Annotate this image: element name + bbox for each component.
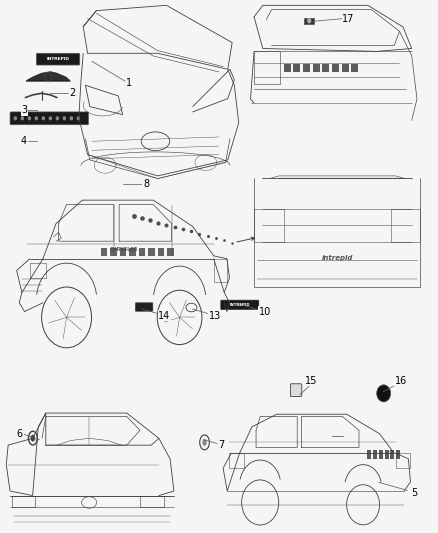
Bar: [303, 64, 310, 72]
Bar: [129, 248, 136, 256]
Text: 15: 15: [305, 376, 317, 386]
Bar: [293, 64, 300, 72]
Bar: [351, 64, 358, 72]
FancyBboxPatch shape: [10, 112, 88, 125]
Circle shape: [28, 116, 31, 120]
Bar: [167, 248, 173, 256]
Circle shape: [21, 116, 24, 120]
Bar: [304, 18, 314, 24]
Text: 10: 10: [259, 307, 271, 317]
Circle shape: [377, 385, 391, 402]
Text: 16: 16: [395, 376, 407, 386]
FancyBboxPatch shape: [290, 384, 302, 397]
Text: 17: 17: [342, 14, 354, 23]
Text: 3: 3: [21, 106, 27, 115]
Bar: [385, 450, 389, 459]
Bar: [158, 248, 164, 256]
Text: CHRYSLER: CHRYSLER: [110, 247, 138, 253]
Polygon shape: [26, 72, 70, 81]
Bar: [110, 248, 117, 256]
Bar: [379, 450, 383, 459]
Bar: [367, 450, 371, 459]
Bar: [284, 64, 291, 72]
Circle shape: [49, 116, 52, 120]
Circle shape: [42, 116, 45, 120]
Circle shape: [56, 116, 59, 120]
Text: 1: 1: [126, 78, 132, 87]
Text: INTREPID: INTREPID: [46, 57, 69, 61]
FancyBboxPatch shape: [36, 53, 80, 65]
Bar: [120, 248, 126, 256]
Circle shape: [14, 116, 17, 120]
Text: 5: 5: [411, 488, 417, 498]
Ellipse shape: [202, 439, 207, 446]
Circle shape: [307, 18, 311, 23]
FancyBboxPatch shape: [221, 300, 259, 310]
Bar: [101, 248, 107, 256]
FancyBboxPatch shape: [135, 303, 153, 311]
Text: 4: 4: [21, 136, 27, 146]
Bar: [373, 450, 377, 459]
Text: 8: 8: [144, 179, 150, 189]
Text: intrepid: intrepid: [321, 255, 353, 261]
Text: 13: 13: [208, 311, 221, 320]
Bar: [322, 64, 329, 72]
Text: 14: 14: [158, 311, 170, 320]
Text: 6: 6: [17, 430, 23, 439]
Bar: [138, 248, 145, 256]
Circle shape: [70, 116, 73, 120]
Circle shape: [35, 116, 38, 120]
Text: INTREPID: INTREPID: [230, 303, 251, 307]
Bar: [396, 450, 400, 459]
Bar: [342, 64, 349, 72]
Text: 2: 2: [69, 88, 75, 98]
Circle shape: [63, 116, 66, 120]
Text: 7: 7: [218, 440, 224, 450]
Bar: [332, 64, 339, 72]
Ellipse shape: [31, 435, 35, 441]
Bar: [148, 248, 155, 256]
Circle shape: [77, 116, 80, 120]
Bar: [390, 450, 394, 459]
Bar: [313, 64, 320, 72]
